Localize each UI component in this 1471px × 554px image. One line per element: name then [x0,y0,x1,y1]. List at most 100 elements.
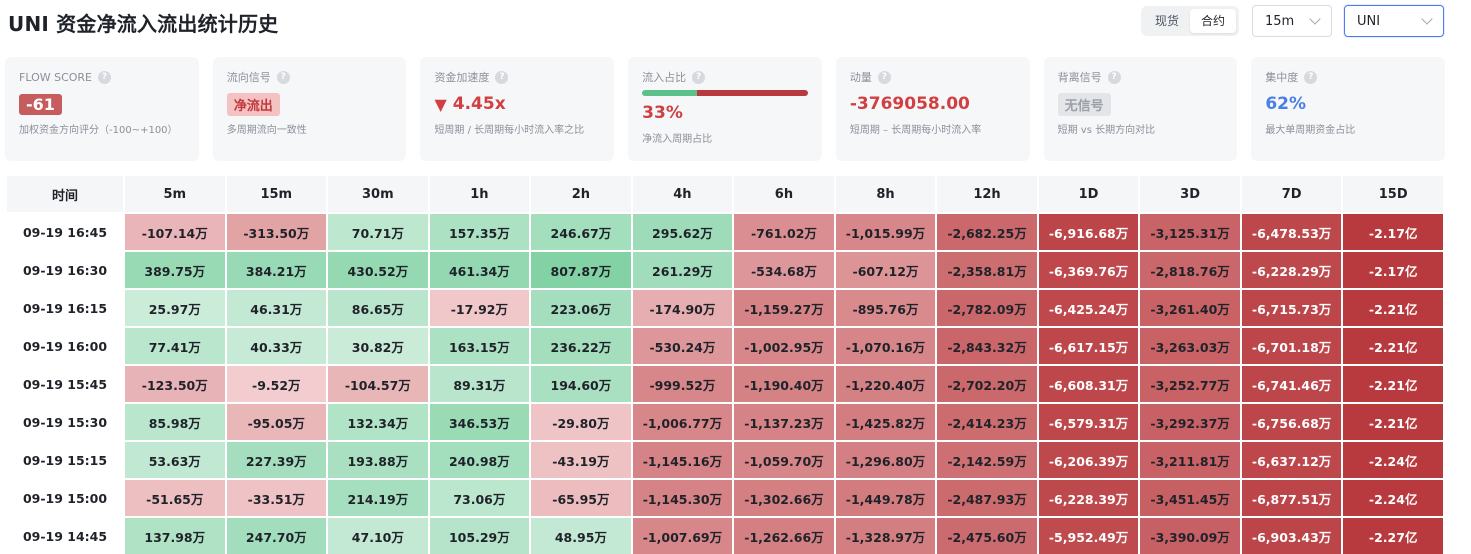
interval-select[interactable]: 15m [1252,5,1332,37]
tab-futures[interactable]: 合约 [1190,9,1236,33]
flow-cell: -2.27亿 [1343,518,1443,554]
flow-cell: -1,070.16万 [835,328,936,364]
row-time: 09-19 15:15 [7,442,123,478]
flow-cell: -1,059.70万 [734,442,834,478]
momentum-value: -3769058.00 [849,94,970,114]
flow-cell: 85.98万 [125,404,225,440]
table-row: 09-19 15:30 85.98万 -95.05万 132.34万 346.53万 -2… [7,404,1443,440]
flow-cell: -6,478.53万 [1241,214,1342,250]
flow-cell: -6,715.73万 [1241,290,1342,326]
inflow-ratio-value: 33% [642,103,683,123]
flow-cell: -1,159.27万 [734,290,834,326]
flow-cell: 105.29万 [429,518,530,554]
row-time: 09-19 16:30 [7,252,123,288]
help-icon[interactable]: ? [1107,70,1121,84]
column-header-4h: 4h [632,176,733,212]
card-label: 流入占比 [642,71,687,84]
card-label: 动量 [849,71,872,84]
card-desc: 短周期 / 长周期每小时流入率之比 [434,125,585,136]
card-label: 集中度 [1265,71,1299,84]
flow-cell: -17.92万 [429,290,530,326]
flow-cell: -999.52万 [632,366,733,402]
help-icon[interactable]: ? [877,70,891,84]
chevron-down-icon [1309,13,1321,25]
help-icon[interactable]: ? [98,70,112,84]
flow-cell: 389.75万 [125,252,225,288]
help-icon[interactable]: ? [692,70,706,84]
flow-history-table: 时间 5m 15m 30m 1h 2h 4h 6h 8h 12h 1D 3D 7D 15D 09-19 1… [5,174,1445,554]
column-header-30m: 30m [328,176,428,212]
help-icon[interactable]: ? [276,70,290,84]
column-header-5m: 5m [125,176,225,212]
flow-cell: -2.24亿 [1343,480,1443,516]
column-header-15d: 15D [1343,176,1443,212]
card-desc: 最大单周期资金占比 [1265,125,1356,136]
flow-cell: -1,302.66万 [734,480,834,516]
flow-cell: -6,579.31万 [1038,404,1139,440]
inflow-ratio-fill [642,90,697,96]
flow-cell: -2,843.32万 [937,328,1037,364]
column-header-2h: 2h [531,176,631,212]
card-momentum: 动量? -3769058.00 短周期 – 长周期每小时流入率 [835,57,1030,161]
flow-cell: -107.14万 [125,214,225,250]
flow-cell: -6,877.51万 [1241,480,1342,516]
flow-cell: -6,617.15万 [1038,328,1139,364]
flow-cell: -607.12万 [835,252,936,288]
help-icon[interactable]: ? [495,70,509,84]
flow-cell: -3,125.31万 [1140,214,1240,250]
flow-cell: 25.97万 [125,290,225,326]
flow-cell: 384.21万 [226,252,327,288]
flow-cell: -6,369.76万 [1038,252,1139,288]
flow-cell: -761.02万 [734,214,834,250]
flow-cell: -1,328.97万 [835,518,936,554]
flow-cell: -2,142.59万 [937,442,1037,478]
flow-cell: -3,292.37万 [1140,404,1240,440]
flow-cell: 48.95万 [531,518,631,554]
card-label: 资金加速度 [434,71,490,84]
help-icon[interactable]: ? [1304,70,1318,84]
table-row: 09-19 14:45 137.98万 247.70万 47.10万 105.29万 48… [7,518,1443,554]
flow-cell: -2.17亿 [1343,252,1443,288]
card-desc: 多周期流向一致性 [226,125,307,136]
table-row: 09-19 16:30 389.75万 384.21万 430.52万 461.34万 8… [7,252,1443,288]
flow-cell: -1,007.69万 [632,518,733,554]
flow-cell: 157.35万 [429,214,530,250]
table-body: 09-19 16:45 -107.14万 -313.50万 70.71万 157.35万… [7,214,1443,554]
concentration-value: 62% [1265,94,1307,114]
flow-cell: -104.57万 [328,366,428,402]
row-time: 09-19 15:30 [7,404,123,440]
coin-select-value: UNI [1357,13,1381,29]
flow-cell: -1,015.99万 [835,214,936,250]
flow-cell: -313.50万 [226,214,327,250]
card-concentration: 集中度? 62% 最大单周期资金占比 [1251,57,1446,161]
column-header-time: 时间 [7,176,123,212]
flow-cell: -6,756.68万 [1241,404,1342,440]
flow-cell: -65.95万 [531,480,631,516]
flow-cell: -2.17亿 [1343,214,1443,250]
table-row: 09-19 16:45 -107.14万 -313.50万 70.71万 157.35万… [7,214,1443,250]
flow-cell: 194.60万 [531,366,631,402]
flow-cell: -95.05万 [226,404,327,440]
coin-select[interactable]: UNI [1344,5,1444,37]
card-inflow-ratio: 流入占比? 33% 净流入周期占比 [628,57,822,161]
flow-cell: 461.34万 [429,252,530,288]
card-label: 流向信号 [226,71,271,84]
card-desc: 净流入周期占比 [642,134,713,145]
flow-cell: 132.34万 [328,404,428,440]
flow-cell: -1,449.78万 [835,480,936,516]
flow-cell: -6,741.46万 [1241,366,1342,402]
row-time: 09-19 16:15 [7,290,123,326]
table-row: 09-19 15:45 -123.50万 -9.52万 -104.57万 89.31万 1… [7,366,1443,402]
card-desc: 加权资金方向评分（-100~+100） [19,125,178,136]
flow-cell: 227.39万 [226,442,327,478]
table-row: 09-19 16:15 25.97万 46.31万 86.65万 -17.92万 223.… [7,290,1443,326]
divergence-badge: 无信号 [1057,92,1111,116]
flow-score-badge: -61 [19,93,62,115]
flow-cell: -2,487.93万 [937,480,1037,516]
flow-cell: 89.31万 [429,366,530,402]
flow-cell: -6,637.12万 [1241,442,1342,478]
flow-cell: -51.65万 [125,480,225,516]
flow-cell: -6,228.29万 [1241,252,1342,288]
card-flow-score: FLOW SCORE? -61 加权资金方向评分（-100~+100） [5,57,199,161]
tab-spot[interactable]: 现货 [1154,14,1179,28]
